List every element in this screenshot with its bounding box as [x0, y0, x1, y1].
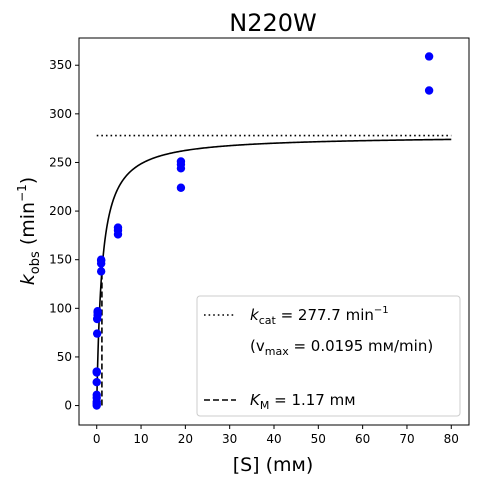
legend-frame — [196, 295, 461, 417]
chart-title: N220W — [229, 9, 317, 37]
y-tick-label: 50 — [57, 350, 72, 364]
y-tick-label: 150 — [49, 253, 72, 267]
y-axis-title-close: ) — [17, 177, 39, 184]
legend-kcat-value: = 277.7 min — [276, 306, 374, 324]
x-axis-title-tail: ) — [306, 454, 313, 476]
data-point — [424, 86, 434, 95]
x-axis-ticks: 0 10 20 30 40 50 60 70 80 — [93, 425, 459, 446]
data-point — [96, 267, 106, 276]
legend: kcat = 277.7 min−1 (vmax = 0.0195 mм/min… — [196, 295, 461, 417]
x-tick-label: 80 — [444, 432, 459, 446]
y-tick-label: 0 — [64, 399, 72, 413]
data-point — [176, 157, 186, 166]
y-axis-title-sup: −1 — [15, 184, 29, 202]
legend-km-label: KM = 1.17 mм — [250, 391, 356, 412]
x-tick-label: 0 — [93, 432, 101, 446]
y-axis-title-unit: (min — [17, 202, 39, 251]
legend-kcat-k: k — [250, 306, 260, 324]
legend-km-k: K — [250, 391, 261, 409]
legend-kcat-sub: cat — [259, 314, 277, 327]
legend-vmax-open: (v — [250, 337, 265, 355]
data-point — [92, 378, 101, 387]
legend-km-value: = 1.17 mм — [269, 391, 355, 409]
x-axis-title: [S] (mм) — [233, 454, 314, 476]
y-tick-label: 100 — [49, 301, 72, 315]
x-axis-title-main: [S] ( — [233, 454, 273, 476]
y-tick-label: 300 — [49, 107, 72, 121]
x-tick-label: 40 — [266, 432, 281, 446]
data-point — [113, 223, 123, 232]
x-tick-label: 60 — [355, 432, 370, 446]
x-tick-label: 70 — [399, 432, 414, 446]
x-tick-label: 50 — [311, 432, 326, 446]
legend-vmax-value: = 0.0195 mм/min) — [289, 337, 433, 355]
data-point — [176, 183, 186, 192]
x-axis-title-unit: mм — [273, 454, 306, 476]
legend-vmax-sub: max — [265, 345, 289, 358]
data-point — [424, 52, 434, 61]
legend-km-sub: M — [260, 399, 270, 412]
x-tick-label: 30 — [222, 432, 237, 446]
x-tick-label: 20 — [178, 432, 193, 446]
legend-kcat-sup: −1 — [374, 305, 389, 316]
legend-vmax-label: (vmax = 0.0195 mм/min) — [250, 337, 433, 358]
data-point — [96, 255, 106, 264]
y-axis-title-k: k — [17, 273, 39, 285]
y-tick-label: 200 — [49, 204, 72, 218]
x-tick-label: 10 — [133, 432, 148, 446]
michaelis-menten-fit-curve — [95, 138, 452, 406]
legend-kcat-label: kcat = 277.7 min−1 — [250, 305, 389, 327]
y-axis-title-sub: obs — [28, 251, 43, 274]
y-tick-label: 350 — [49, 58, 72, 72]
y-tick-label: 250 — [49, 155, 72, 169]
data-point — [92, 367, 101, 376]
data-point — [92, 390, 101, 400]
data-point — [92, 329, 102, 338]
data-point — [93, 307, 102, 316]
plot-area — [92, 52, 452, 410]
y-axis-ticks: 0 50 100 150 200 250 300 350 — [49, 58, 79, 413]
y-axis-title: kobs (min−1) — [15, 177, 43, 285]
